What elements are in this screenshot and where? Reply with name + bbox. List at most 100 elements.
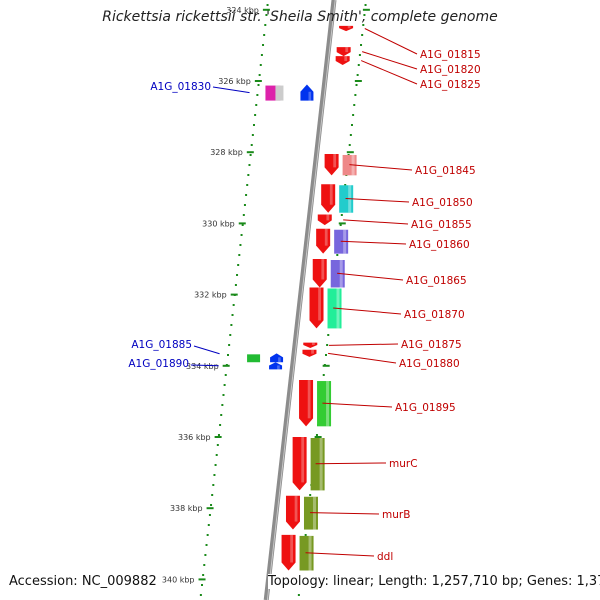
- forward-gene-label[interactable]: A1G_01815: [420, 49, 481, 61]
- forward-gene-label[interactable]: A1G_01860: [409, 239, 470, 251]
- forward-gene-arrow[interactable]: [339, 25, 354, 32]
- forward-gene-arrow-shade: [344, 56, 348, 61]
- forward-guide-dot: [339, 224, 342, 226]
- forward-label-leader: [362, 51, 418, 70]
- reverse-gene-label[interactable]: A1G_01890: [128, 358, 189, 370]
- forward-gene-label[interactable]: A1G_01880: [399, 358, 460, 370]
- reverse-gene-label[interactable]: A1G_01885: [131, 339, 192, 351]
- ruler-tick: [198, 578, 206, 581]
- forward-guide-dot: [353, 104, 356, 106]
- reverse-guide-dot: [210, 504, 213, 506]
- forward-tick: [346, 151, 354, 154]
- reverse-paired-block[interactable]: [247, 354, 261, 363]
- forward-gene-arrow-shade: [324, 228, 328, 246]
- forward-gene-label[interactable]: A1G_01865: [406, 275, 467, 287]
- accession-text: Accession: NC_009882: [9, 574, 157, 589]
- reverse-guide-dot: [237, 264, 240, 266]
- forward-gene-arrow-shade: [345, 47, 349, 53]
- reverse-guide-dot: [250, 144, 253, 146]
- forward-guide-dot: [309, 494, 312, 496]
- backbone-highlight: [266, 0, 336, 600]
- reverse-guide-dot: [199, 594, 202, 596]
- forward-gene-arrow-shade: [311, 349, 314, 354]
- forward-gene-label[interactable]: A1G_01875: [401, 339, 462, 351]
- reverse-guide-dot: [243, 204, 246, 206]
- forward-gene-arrow[interactable]: [312, 259, 327, 288]
- forward-gene-arrow[interactable]: [292, 437, 307, 491]
- reverse-guide-dot: [256, 94, 259, 96]
- forward-label-leader: [310, 512, 380, 515]
- forward-gene-arrow-shade: [294, 495, 298, 522]
- reverse-gene-arrow[interactable]: [269, 362, 283, 370]
- forward-guide-dot: [363, 14, 366, 16]
- reverse-label-leader: [212, 86, 250, 94]
- forward-gene-label[interactable]: A1G_01895: [395, 402, 456, 414]
- forward-label-leader: [322, 402, 393, 408]
- forward-guide-dot: [354, 94, 357, 96]
- gene-labels[interactable]: A1G_01815 A1G_01820 A1G_01825 A1G_01845 A1G_…: [128, 28, 481, 563]
- forward-gene-arrow[interactable]: [324, 153, 339, 176]
- forward-guide-dot: [304, 534, 307, 536]
- forward-label-leader: [333, 307, 402, 315]
- map-title: Rickettsia rickettsii str. 'Sheila Smith…: [102, 9, 498, 25]
- forward-gene-label[interactable]: A1G_01820: [420, 64, 481, 76]
- forward-label-leader: [340, 240, 407, 245]
- forward-gene-label[interactable]: A1G_01855: [411, 219, 472, 231]
- reverse-guide-dot: [248, 164, 251, 166]
- reverse-guide-dot: [205, 544, 208, 546]
- genome-backbone: [263, 0, 337, 600]
- reverse-guide-dot: [242, 214, 245, 216]
- reverse-guide-dot: [239, 244, 242, 246]
- reverse-guide-dot: [246, 184, 249, 186]
- reverse-guide-dot: [213, 474, 216, 476]
- ortholog-block-shade: [319, 438, 323, 491]
- forward-gene-label[interactable]: A1G_01850: [412, 197, 473, 209]
- forward-gene-label[interactable]: murB: [382, 509, 410, 521]
- ruler-tick-label: 330 kbp: [202, 219, 235, 228]
- reverse-guide-dot: [203, 564, 206, 566]
- reverse-guide-dot: [260, 54, 263, 56]
- ortholog-block[interactable]: [310, 438, 325, 491]
- forward-label-leader: [328, 352, 397, 364]
- forward-label-leader: [315, 462, 387, 465]
- forward-gene-arrow[interactable]: [321, 184, 336, 213]
- forward-gene-arrow[interactable]: [285, 495, 300, 530]
- forward-gene-arrow-shade: [311, 342, 315, 345]
- reverse-paired-block[interactable]: [275, 85, 284, 101]
- forward-gene-arrow[interactable]: [299, 380, 314, 427]
- forward-gene-arrow-shade: [318, 287, 321, 321]
- ruler-tick-label: 334 kbp: [186, 362, 219, 371]
- reverse-guide-dot: [262, 44, 265, 46]
- reverse-guide-dot: [241, 224, 244, 226]
- ruler-tick-label: 332 kbp: [194, 291, 227, 300]
- reverse-guide-dot: [201, 584, 204, 586]
- reverse-guide-dot: [259, 64, 262, 66]
- forward-gene-arrow[interactable]: [316, 228, 331, 254]
- forward-gene-label[interactable]: ddl: [377, 551, 393, 563]
- forward-label-leader: [305, 552, 375, 557]
- reverse-gene-arrow[interactable]: [270, 353, 284, 363]
- forward-guide-dot: [326, 344, 329, 346]
- forward-gene-arrow[interactable]: [281, 534, 296, 571]
- forward-gene-arrow[interactable]: [335, 56, 350, 65]
- backbone-line: [263, 0, 337, 600]
- forward-guide-dot: [357, 64, 360, 66]
- forward-gene-arrow[interactable]: [317, 214, 332, 226]
- forward-gene-label[interactable]: A1G_01845: [415, 165, 476, 177]
- reverse-gene-label[interactable]: A1G_01830: [150, 81, 211, 93]
- forward-gene-label[interactable]: murC: [389, 458, 418, 470]
- forward-gene-arrow[interactable]: [336, 47, 351, 57]
- reverse-guide-dot: [251, 134, 254, 136]
- forward-gene-label[interactable]: A1G_01870: [404, 309, 465, 321]
- forward-gene-arrow[interactable]: [303, 342, 318, 348]
- forward-gene-label[interactable]: A1G_01825: [420, 79, 481, 91]
- reverse-gene-arrow[interactable]: [300, 84, 314, 101]
- forward-tick: [322, 364, 330, 367]
- forward-gene-arrow[interactable]: [309, 287, 324, 329]
- forward-gene-arrow[interactable]: [302, 349, 317, 357]
- ruler-tick: [214, 436, 222, 438]
- forward-guide-dot: [352, 114, 355, 116]
- reverse-label-leader: [190, 364, 219, 367]
